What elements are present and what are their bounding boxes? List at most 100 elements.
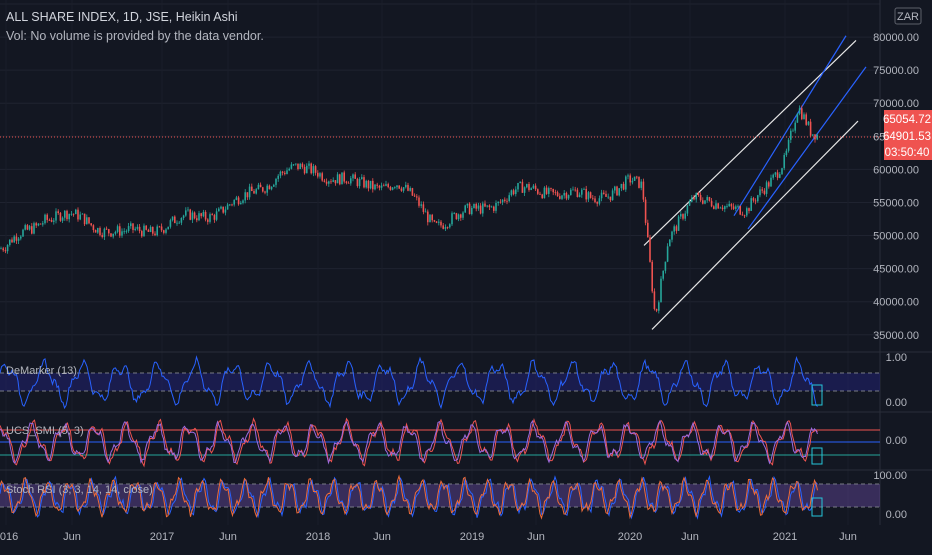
candle-body: [763, 190, 766, 194]
candle-body: [83, 213, 86, 225]
currency-badge[interactable]: ZAR: [894, 7, 922, 25]
candle-body: [785, 150, 788, 156]
candle-body: [444, 227, 447, 229]
candle-body: [640, 181, 642, 188]
candle-body: [526, 184, 528, 188]
demarker-band: [0, 373, 880, 391]
candle-body: [666, 246, 669, 262]
candle-body: [13, 236, 15, 243]
candle-body: [735, 206, 737, 209]
candle-body: [737, 205, 739, 207]
candle-body: [451, 213, 453, 225]
pane-tick-label: 0.00: [886, 397, 907, 409]
candle-body: [20, 236, 22, 239]
candle-body: [372, 180, 374, 190]
candle-body: [746, 208, 748, 216]
candle-body: [341, 172, 343, 185]
y-tick-label: 80000.00: [873, 32, 919, 44]
candle-body: [97, 228, 99, 233]
candle-body: [411, 188, 414, 196]
candle-body: [748, 208, 750, 211]
candle-body: [330, 181, 332, 183]
candle-body: [534, 185, 537, 190]
candle-body: [442, 225, 444, 229]
candle-body: [33, 223, 35, 234]
candle-body: [715, 203, 717, 209]
candle-body: [136, 226, 139, 229]
candle-body: [134, 228, 136, 230]
candle-body: [26, 225, 29, 230]
x-tick-label: 2019: [460, 531, 484, 543]
candle-body: [453, 213, 455, 215]
demarker-line: [0, 355, 818, 410]
candle-body: [561, 195, 563, 199]
candle-body: [94, 230, 97, 233]
smi-line-b: [0, 419, 818, 465]
candle-body: [739, 205, 741, 215]
candle-body: [48, 219, 51, 221]
candle-body: [757, 195, 759, 202]
candle-body: [697, 193, 700, 196]
candle-body: [664, 261, 667, 271]
candle-body: [339, 174, 341, 185]
demarker-marker: [811, 384, 823, 406]
y-tick-label: 75000.00: [873, 65, 919, 77]
candle-body: [409, 188, 411, 191]
candle-body: [475, 203, 477, 209]
candle-body: [724, 206, 726, 210]
candle-body: [611, 190, 614, 201]
candle-body: [42, 223, 44, 225]
candle-body: [803, 114, 805, 120]
candle-body: [308, 163, 310, 166]
candle-body: [303, 166, 306, 174]
candle-body: [741, 214, 744, 216]
candle-body: [416, 196, 418, 198]
candle-body: [669, 239, 671, 247]
candle-body: [365, 180, 367, 188]
candle-body: [435, 221, 438, 223]
candle-body: [537, 189, 539, 194]
candle-body: [187, 209, 189, 211]
candle-body: [319, 173, 321, 177]
candle-body: [618, 188, 620, 196]
candle-body: [121, 231, 123, 236]
candle-body: [653, 291, 656, 309]
candle-body: [710, 200, 713, 207]
candle-body: [123, 231, 125, 233]
candle-body: [655, 308, 658, 311]
candle-body: [292, 164, 295, 166]
candle-body: [145, 225, 147, 230]
candle-body: [279, 171, 282, 176]
candle-body: [642, 181, 645, 200]
candle-body: [781, 168, 783, 175]
candle-body: [130, 223, 132, 227]
candle-body: [46, 214, 48, 220]
candle-body: [141, 231, 143, 237]
candle-body: [660, 278, 662, 303]
y-tick-label: 45000.00: [873, 264, 919, 276]
candle-body: [204, 211, 207, 220]
candle-body: [484, 203, 486, 207]
candle-body: [787, 139, 790, 151]
candle-body: [394, 187, 396, 188]
candle-body: [99, 228, 101, 236]
candle-body: [460, 214, 462, 218]
candle-body: [347, 182, 350, 184]
smi-title: UCS_SMI (5, 3): [6, 425, 84, 437]
candle-body: [88, 217, 90, 224]
close-price-value: 64901.53: [883, 131, 931, 143]
candle-body: [110, 233, 112, 237]
candle-body: [422, 204, 425, 212]
candle-body: [675, 226, 678, 231]
candle-body: [693, 197, 695, 200]
candle-body: [576, 189, 579, 198]
candle-body: [717, 203, 719, 209]
pane-tick-label: 100.00: [873, 470, 907, 482]
candle-body: [801, 108, 803, 120]
candle-body: [66, 210, 68, 220]
candle-body: [81, 213, 84, 215]
candle-body: [728, 203, 730, 207]
candle-body: [552, 188, 554, 193]
